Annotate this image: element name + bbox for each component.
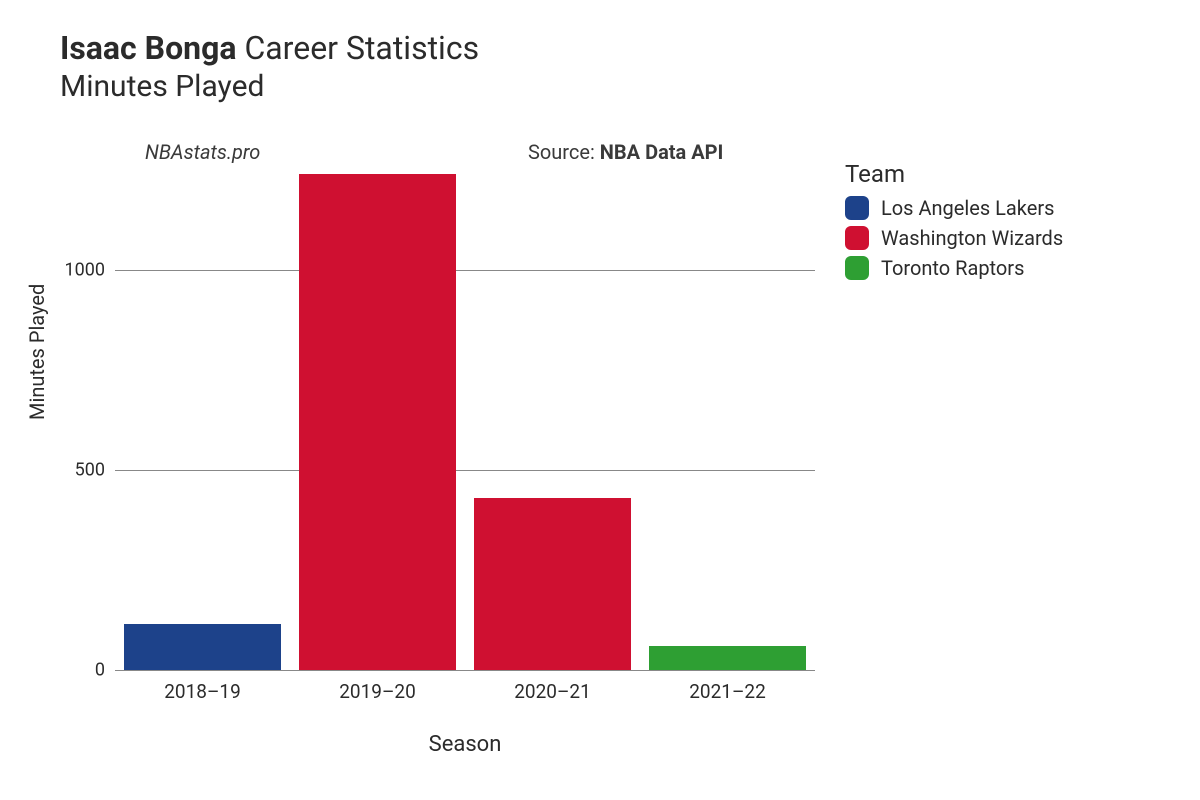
- grid-line: [115, 270, 815, 271]
- legend-label: Los Angeles Lakers: [881, 196, 1054, 220]
- legend-swatch: [845, 196, 869, 220]
- x-tick-label: 2020–21: [514, 680, 591, 703]
- y-tick-label: 500: [45, 460, 105, 481]
- grid-line: [115, 670, 815, 671]
- source-prefix: Source:: [528, 140, 600, 164]
- grid-line: [115, 470, 815, 471]
- x-axis-title: Season: [429, 732, 502, 757]
- source-attribution: Source: NBA Data API: [528, 140, 723, 164]
- legend: Team Los Angeles Lakers Washington Wizard…: [845, 160, 1063, 286]
- site-watermark: NBAstats.pro: [145, 140, 260, 164]
- legend-label: Washington Wizards: [881, 226, 1063, 250]
- plot-area: 050010002018–192019–202020–212021–22: [115, 170, 815, 670]
- x-tick-label: 2021–22: [689, 680, 766, 703]
- y-axis-title: Minutes Played: [25, 284, 49, 420]
- title-line-1: Isaac Bonga Career Statistics: [60, 28, 479, 68]
- legend-label: Toronto Raptors: [881, 256, 1024, 280]
- x-tick-label: 2019–20: [339, 680, 416, 703]
- legend-swatch: [845, 226, 869, 250]
- legend-items: Los Angeles Lakers Washington Wizards Toro…: [845, 196, 1063, 280]
- y-tick-label: 0: [45, 660, 105, 681]
- y-tick-label: 1000: [45, 260, 105, 281]
- legend-item: Washington Wizards: [845, 226, 1063, 250]
- title-suffix: Career Statistics: [244, 29, 479, 67]
- bar: [124, 624, 282, 670]
- player-name: Isaac Bonga: [60, 29, 237, 67]
- legend-title: Team: [845, 160, 1063, 188]
- bar: [474, 498, 632, 670]
- x-tick-label: 2018–19: [164, 680, 241, 703]
- bar: [299, 174, 457, 670]
- legend-item: Toronto Raptors: [845, 256, 1063, 280]
- legend-swatch: [845, 256, 869, 280]
- chart-title: Isaac Bonga Career Statistics Minutes Pl…: [60, 28, 479, 106]
- bar: [649, 646, 807, 670]
- source-name: NBA Data API: [600, 140, 724, 164]
- legend-item: Los Angeles Lakers: [845, 196, 1063, 220]
- title-metric: Minutes Played: [60, 68, 479, 106]
- chart-container: Isaac Bonga Career Statistics Minutes Pl…: [0, 0, 1200, 800]
